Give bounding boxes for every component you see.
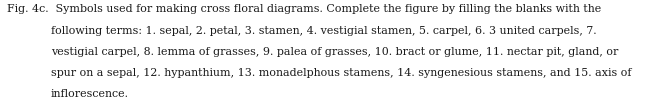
Text: following terms: 1. sepal, 2. petal, 3. stamen, 4. vestigial stamen, 5. carpel, : following terms: 1. sepal, 2. petal, 3. … — [51, 26, 596, 36]
Text: inflorescence.: inflorescence. — [51, 89, 129, 99]
Text: Fig. 4c.  Symbols used for making cross floral diagrams. Complete the figure by : Fig. 4c. Symbols used for making cross f… — [7, 4, 601, 14]
Text: spur on a sepal, 12. hypanthium, 13. monadelphous stamens, 14. syngenesious stam: spur on a sepal, 12. hypanthium, 13. mon… — [51, 68, 631, 78]
Text: vestigial carpel, 8. lemma of grasses, 9. palea of grasses, 10. bract or glume, : vestigial carpel, 8. lemma of grasses, 9… — [51, 47, 618, 57]
